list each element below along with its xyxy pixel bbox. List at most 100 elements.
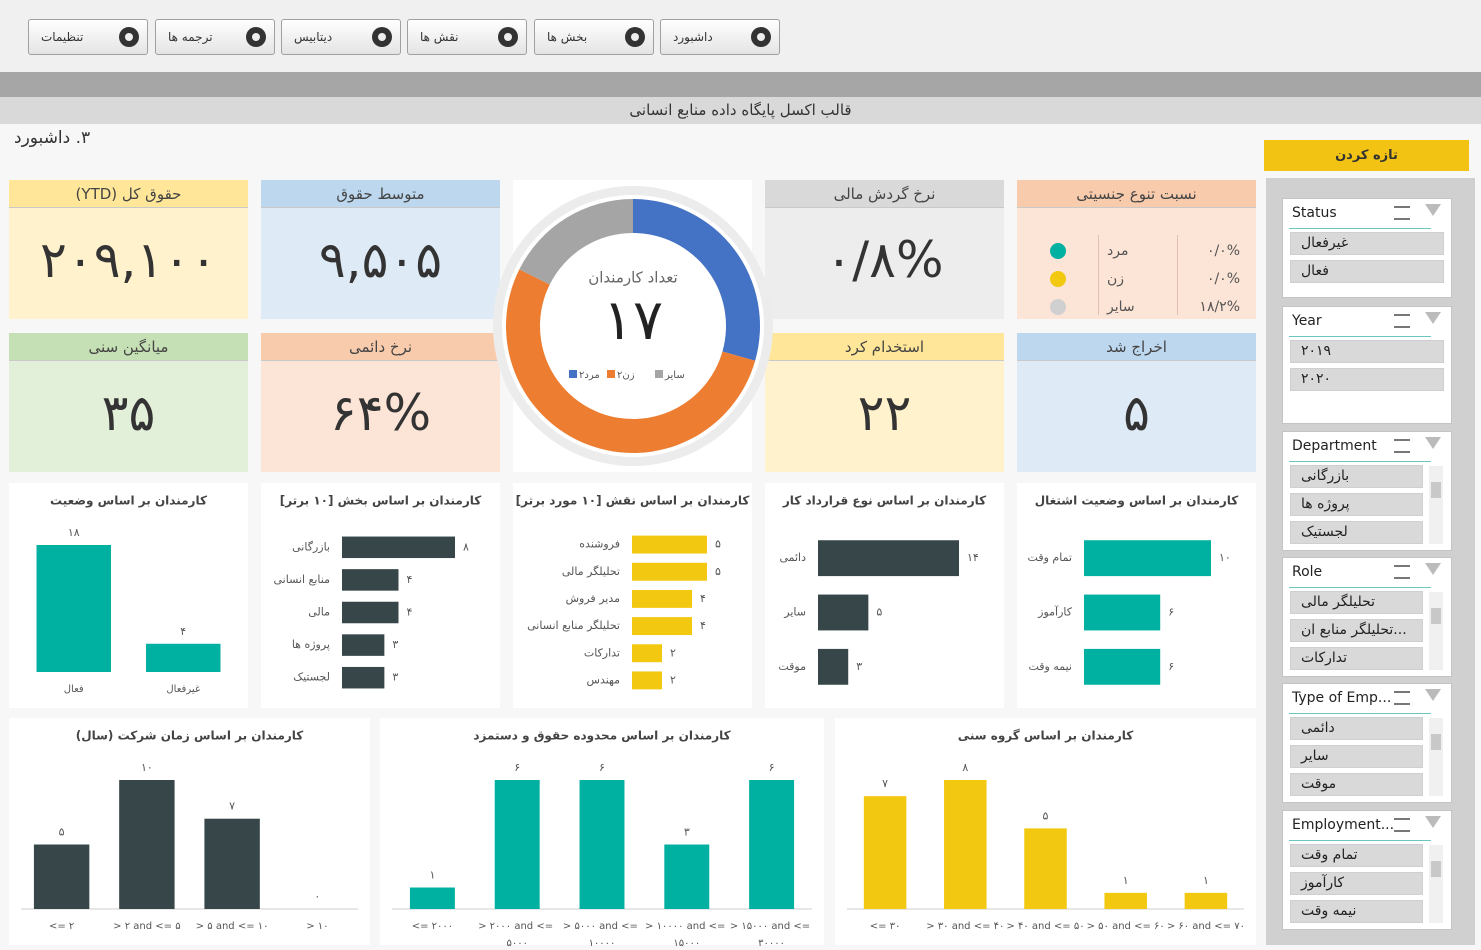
- multi-select-icon[interactable]: [1394, 565, 1410, 579]
- clear-filter-icon[interactable]: [1425, 563, 1441, 575]
- scrollbar[interactable]: [1429, 592, 1443, 670]
- kpi-value: ۲۲: [857, 384, 912, 442]
- slicer: Year ۲۰۱۹ ۲۰۲۰: [1282, 306, 1452, 424]
- slicer-item[interactable]: ۲۰۲۰: [1290, 368, 1444, 391]
- category-label: کارآموز: [1037, 605, 1073, 619]
- bar: [632, 589, 692, 608]
- donut-title: تعداد کارمندان: [588, 269, 677, 287]
- donut-slice: [506, 269, 756, 453]
- category-label: فعال: [64, 684, 84, 695]
- scroll-thumb[interactable]: [1431, 482, 1441, 498]
- refresh-button[interactable]: تازه کردن: [1264, 140, 1469, 171]
- nav-button[interactable]: بخش ها: [534, 19, 654, 55]
- slicer-item[interactable]: فعال: [1290, 260, 1444, 283]
- nav-button[interactable]: تنظیمات: [28, 19, 148, 55]
- slicer-underline: [1289, 461, 1431, 462]
- category-label: > ۵۰۰۰ and <= ۱۰۰۰۰: [563, 921, 641, 949]
- category-label: پروژه ها: [292, 638, 330, 651]
- gender-value: ۰/۰%: [1206, 271, 1240, 287]
- value-label: ۳: [392, 671, 398, 684]
- value-label: ۵: [715, 565, 721, 578]
- slicer-item[interactable]: کارآموز: [1290, 872, 1423, 895]
- slicer-item[interactable]: نیمه وقت: [1290, 900, 1423, 923]
- bar: [1084, 540, 1211, 577]
- chart-title: کارمندان بر اساس وضعیت اشتغال: [1035, 494, 1239, 509]
- chart-title: کارمندان بر اساس محدوده حقوق و دستمزد: [473, 729, 730, 744]
- slicer-item[interactable]: تحلیلگر مالی: [1290, 591, 1423, 614]
- multi-select-icon[interactable]: [1394, 818, 1410, 832]
- nav-label: نقش ها: [420, 30, 459, 44]
- multi-select-icon[interactable]: [1394, 691, 1410, 705]
- clear-filter-icon[interactable]: [1425, 312, 1441, 324]
- nav-button[interactable]: دیتابیس: [281, 19, 401, 55]
- nav-button[interactable]: نقش ها: [407, 19, 527, 55]
- slicer-item[interactable]: ۲۰۱۹: [1290, 340, 1444, 363]
- icon-detail: [378, 33, 386, 41]
- slicer-item[interactable]: لجستیک: [1290, 521, 1423, 544]
- card: [765, 483, 1004, 708]
- bar: [632, 562, 707, 581]
- kpi-label: نرخ گردش مالی: [765, 180, 1004, 208]
- separator: [1098, 235, 1099, 315]
- slicer-item[interactable]: تدارکات: [1290, 647, 1423, 670]
- slicer-item[interactable]: تحلیلگر منابع ان...: [1290, 619, 1423, 642]
- bar: [204, 818, 260, 909]
- scrollbar[interactable]: [1429, 845, 1443, 923]
- value-label: ۸: [962, 761, 968, 774]
- slicer-item[interactable]: پروژه ها: [1290, 493, 1423, 516]
- multi-select-icon[interactable]: [1394, 206, 1410, 220]
- bar-chart: کارمندان بر اساس گروه سنی ۷ <= ۳۰ ۸ > ۳۰ and…: [835, 718, 1256, 945]
- header-band: [0, 72, 1481, 97]
- bar: [33, 844, 90, 909]
- nav-button[interactable]: ترجمه ها: [155, 19, 275, 55]
- bar-chart: کارمندان بر اساس وضعیت ۱۸ فعال ۴ غیرفعال: [9, 483, 248, 708]
- value-label: ۵: [59, 826, 65, 839]
- gender-label: زن: [1107, 271, 1125, 287]
- legend-label: زن۲: [617, 370, 635, 381]
- bar: [632, 617, 692, 636]
- slicer-underline: [1289, 713, 1431, 714]
- bar: [342, 569, 399, 591]
- slicer-item[interactable]: دائمی: [1290, 717, 1423, 740]
- scroll-thumb[interactable]: [1431, 861, 1441, 877]
- scroll-thumb[interactable]: [1431, 734, 1441, 750]
- nav-button[interactable]: داشبورد: [660, 19, 780, 55]
- scrollbar[interactable]: [1429, 718, 1443, 796]
- category-label: موقت: [778, 660, 806, 673]
- category-label: <= ۳۰: [870, 921, 901, 932]
- value-label: ۵: [1043, 809, 1049, 822]
- value-label: ۴: [700, 619, 706, 632]
- chart-title: کارمندان بر اساس بخش [۱۰ برتر]: [280, 494, 482, 508]
- kpi-label: حقوق کل (YTD): [9, 180, 248, 208]
- bar: [632, 671, 662, 690]
- clear-filter-icon[interactable]: [1425, 816, 1441, 828]
- slicer-item[interactable]: سایر: [1290, 745, 1423, 768]
- slicer: Status غیرفعال فعال: [1282, 198, 1452, 298]
- nav-label: داشبورد: [673, 30, 713, 44]
- nav-icon: [119, 27, 139, 47]
- bar-chart: کارمندان بر اساس بخش [۱۰ برتر] بازرگانی ۸ م…: [261, 483, 500, 708]
- slicer-item[interactable]: تمام وقت: [1290, 844, 1423, 867]
- kpi-value: ۵: [1123, 384, 1150, 442]
- clear-filter-icon[interactable]: [1425, 437, 1441, 449]
- bar: [818, 594, 869, 631]
- kpi-card: نرخ دائمی ۶۴%: [261, 333, 500, 472]
- kpi-card: حقوق کل (YTD) ۲۰۹,۱۰۰: [9, 180, 248, 319]
- value-label: ۲: [670, 646, 676, 659]
- nav-icon: [246, 27, 266, 47]
- clear-filter-icon[interactable]: [1425, 204, 1441, 216]
- scrollbar[interactable]: [1429, 466, 1443, 544]
- legend-label: سایر: [664, 370, 685, 381]
- slicer-item[interactable]: بازرگانی: [1290, 465, 1423, 488]
- multi-select-icon[interactable]: [1394, 314, 1410, 328]
- icon-detail: [757, 33, 765, 41]
- multi-select-icon[interactable]: [1394, 439, 1410, 453]
- scroll-thumb[interactable]: [1431, 608, 1441, 624]
- slicer-item[interactable]: موقت: [1290, 773, 1423, 796]
- category-label: بازرگانی: [292, 540, 330, 553]
- slicer-item[interactable]: غیرفعال: [1290, 232, 1444, 255]
- icon-detail: [125, 33, 133, 41]
- value-label: ۶: [1168, 660, 1174, 673]
- clear-filter-icon[interactable]: [1425, 689, 1441, 701]
